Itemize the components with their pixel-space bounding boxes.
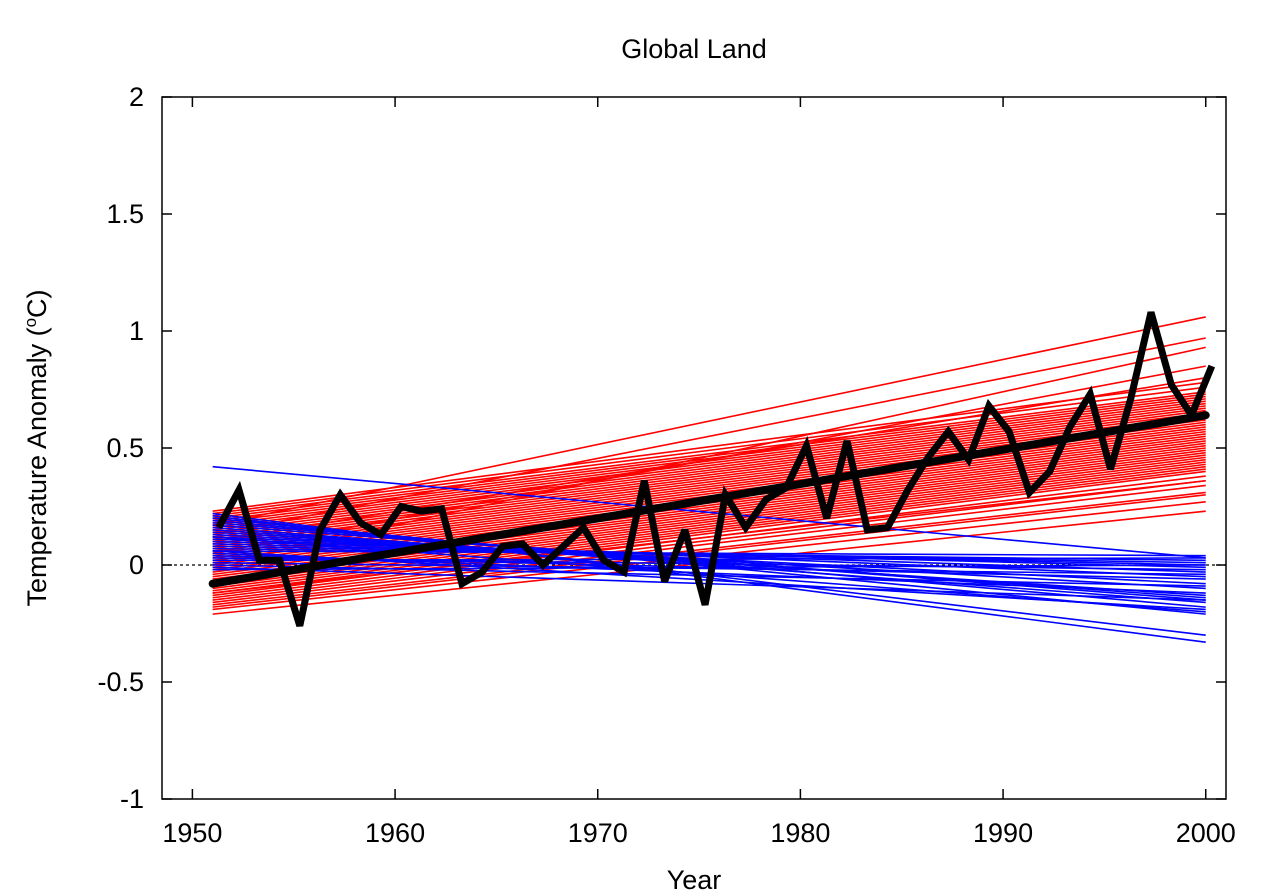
x-tick-label: 1970 bbox=[568, 818, 628, 848]
warming-trend-line-30 bbox=[212, 414, 1206, 541]
warming-trend-line-45 bbox=[212, 346, 1206, 566]
warming-trend-line-32 bbox=[212, 409, 1206, 536]
cooling-trend-line-9 bbox=[212, 531, 1206, 590]
y-axis-label: Temperature Anomaly (oC) bbox=[21, 289, 52, 606]
warming-trend-line-31 bbox=[212, 412, 1206, 538]
cooling-trend-line-21 bbox=[212, 557, 1206, 562]
x-tick-label: 1980 bbox=[770, 818, 830, 848]
cooling-trend-line-0 bbox=[212, 465, 1206, 559]
chart-title: Global Land bbox=[621, 34, 767, 64]
x-tick-label: 1960 bbox=[365, 818, 425, 848]
y-axis-label-tail: C) bbox=[22, 289, 52, 318]
y-tick-label: -1 bbox=[120, 784, 144, 814]
warming-trend-line-29 bbox=[212, 416, 1206, 543]
warming-trend-line-48 bbox=[212, 479, 1206, 594]
y-tick-label: 0 bbox=[129, 550, 144, 580]
warming-trend-line-38 bbox=[212, 395, 1206, 522]
plot-lines bbox=[162, 311, 1226, 644]
y-axis-label-main: Temperature Anomaly ( bbox=[22, 327, 52, 606]
warming-trend-line-49 bbox=[212, 494, 1206, 608]
y-tick-label: 0.5 bbox=[106, 433, 144, 463]
warming-trend-line-44 bbox=[212, 365, 1206, 555]
warming-trend-line-8 bbox=[212, 465, 1206, 592]
warming-trend-line-40 bbox=[212, 391, 1206, 517]
warming-trend-line-3 bbox=[212, 484, 1206, 604]
warming-trend-line-41 bbox=[212, 386, 1206, 515]
warming-trend-line-46 bbox=[212, 337, 1206, 536]
y-axis-label-sup: o bbox=[21, 318, 40, 327]
observed-trend-line bbox=[208, 411, 1210, 588]
x-tick-label: 1990 bbox=[973, 818, 1033, 848]
y-tick-label: 1 bbox=[129, 316, 144, 346]
y-tick-label: -0.5 bbox=[97, 667, 144, 697]
x-tick-label: 2000 bbox=[1176, 818, 1236, 848]
axis-ticks: 1950 1960 1970 1980 1990 2000 -1 -0.5 0 0.5 1 1.5 2 bbox=[97, 82, 1235, 848]
x-tick-label: 1950 bbox=[162, 818, 222, 848]
warming-trend-line-33 bbox=[212, 407, 1206, 534]
cooling-trend-line-11 bbox=[212, 536, 1206, 578]
y-tick-label: 2 bbox=[129, 82, 144, 112]
y-tick-label: 1.5 bbox=[106, 199, 144, 229]
warming-trend-line-35 bbox=[212, 402, 1206, 529]
warming-trend-line-4 bbox=[212, 479, 1206, 601]
warming-trend-line-36 bbox=[212, 400, 1206, 527]
x-axis-label: Year bbox=[667, 865, 722, 895]
warming-trend-line-34 bbox=[212, 405, 1206, 531]
warming-trend-line-2 bbox=[212, 491, 1206, 606]
warming-trend-line-47 bbox=[212, 316, 1206, 527]
observed-series-line bbox=[215, 311, 1216, 627]
